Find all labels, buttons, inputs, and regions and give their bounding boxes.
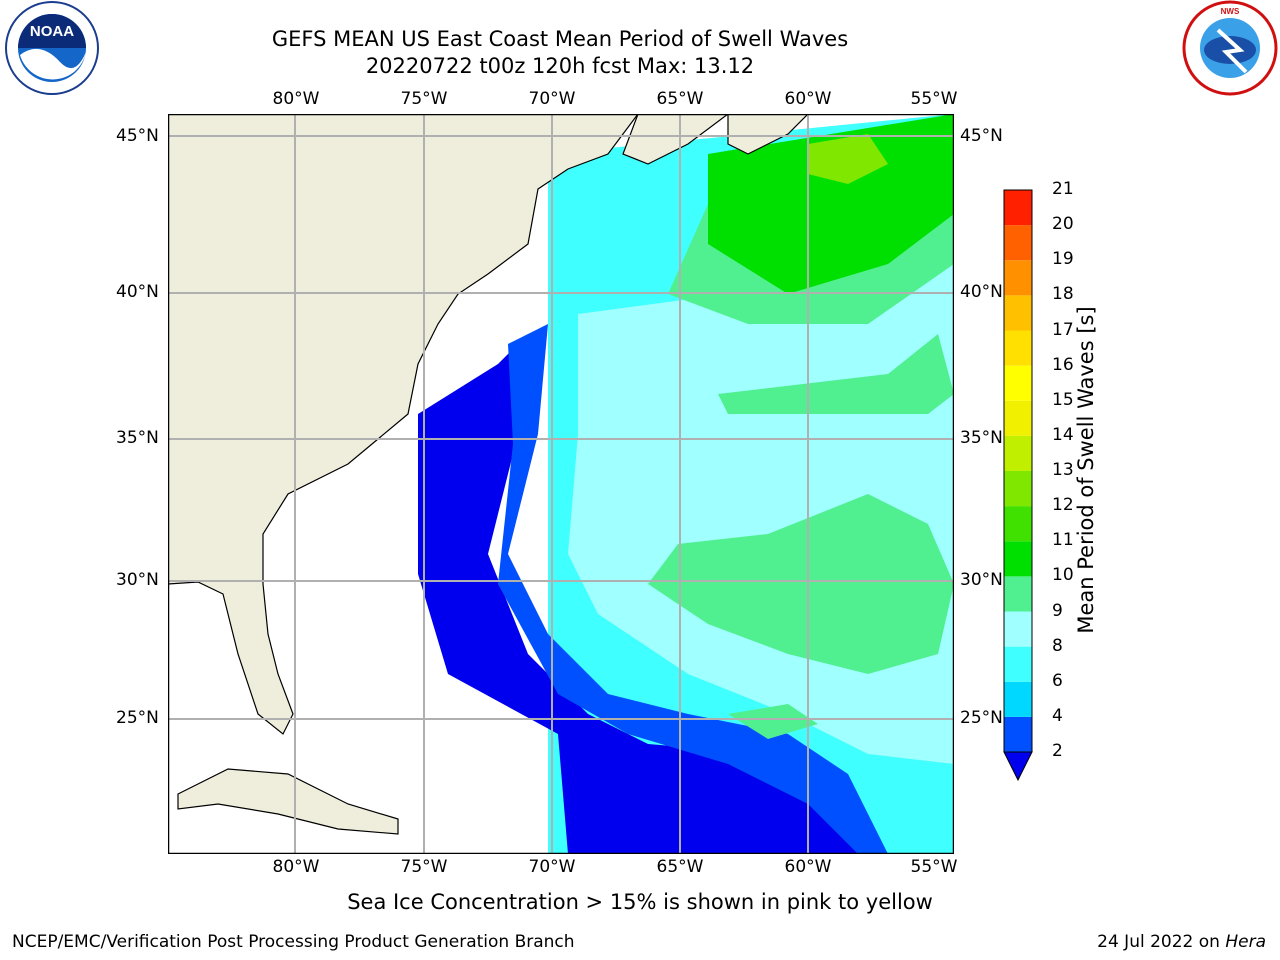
colorbar-segment: [1004, 225, 1032, 261]
lat-label-right: 40°N: [960, 282, 1003, 302]
lon-label-bottom: 70°W: [528, 857, 576, 877]
colorbar-segment: [1004, 611, 1032, 647]
sea-ice-note: Sea Ice Concentration > 15% is shown in …: [347, 890, 933, 914]
lon-label-top: 75°W: [400, 89, 448, 109]
colorbar-title: Mean Period of Swell Waves [s]: [1074, 306, 1098, 634]
lat-label-right: 30°N: [960, 570, 1003, 590]
colorbar-tick-label: 6: [1052, 670, 1063, 691]
colorbar-tick-label: 15: [1052, 389, 1074, 410]
colorbar-tick-label: 11: [1052, 530, 1074, 551]
lon-label-bottom: 80°W: [272, 857, 320, 877]
colorbar-segment: [1004, 435, 1032, 471]
lat-label-right: 25°N: [960, 708, 1003, 728]
lon-label-top: 65°W: [656, 89, 704, 109]
colorbar-segment: [1004, 471, 1032, 507]
lat-label-left: 35°N: [116, 428, 159, 448]
colorbar-segment: [1004, 716, 1032, 752]
svg-text:NWS: NWS: [1221, 7, 1240, 16]
lon-label-bottom: 55°W: [910, 857, 958, 877]
colorbar-tick-label: 9: [1052, 600, 1063, 621]
lat-label-left: 45°N: [116, 126, 159, 146]
colorbar-segment: [1004, 576, 1032, 612]
lon-label-top: 80°W: [272, 89, 320, 109]
colorbar-tick-label: 19: [1052, 249, 1074, 270]
lon-label-top: 70°W: [528, 89, 576, 109]
colorbar-tick-label: 18: [1052, 284, 1074, 305]
footer-host: Hera: [1225, 932, 1266, 952]
swell-period-map: [168, 114, 954, 854]
lat-label-left: 40°N: [116, 282, 159, 302]
colorbar-tick-label: 17: [1052, 319, 1074, 340]
land-mass: [168, 114, 809, 835]
colorbar-segment: [1004, 681, 1032, 717]
colorbar-frame: [1003, 189, 1033, 753]
footer-credit: NCEP/EMC/Verification Post Processing Pr…: [12, 932, 575, 952]
footer-date-text: 24 Jul 2022 on: [1097, 932, 1226, 952]
nws-logo-icon: NWS: [1182, 0, 1278, 96]
lat-label-left: 30°N: [116, 570, 159, 590]
colorbar-tick-label: 14: [1052, 424, 1074, 445]
lat-label-left: 25°N: [116, 708, 159, 728]
map-title: GEFS MEAN US East Coast Mean Period of S…: [271, 27, 849, 51]
lon-label-top: 55°W: [910, 89, 958, 109]
swell-field: [418, 114, 954, 854]
footer-date: 24 Jul 2022 on Hera: [1097, 932, 1266, 952]
colorbar-tick-label: 12: [1052, 495, 1074, 516]
lat-label-right: 35°N: [960, 428, 1003, 448]
lon-label-top: 60°W: [784, 89, 832, 109]
colorbar-tick-label: 20: [1052, 214, 1074, 235]
colorbar-tick-label: 8: [1052, 635, 1063, 656]
colorbar-segment: [1004, 365, 1032, 401]
map-subtitle: 20220722 t00z 120h fcst Max: 13.12: [365, 54, 755, 78]
colorbar-segment: [1004, 400, 1032, 436]
colorbar-segment: [1004, 330, 1032, 366]
colorbar-segment: [1004, 190, 1032, 226]
colorbar-extend-arrow: [1003, 751, 1033, 782]
colorbar-tick-label: 10: [1052, 565, 1074, 586]
lon-label-bottom: 60°W: [784, 857, 832, 877]
lat-label-right: 45°N: [960, 126, 1003, 146]
colorbar-segment: [1004, 646, 1032, 682]
colorbar-segment: [1004, 541, 1032, 577]
noaa-logo-text: NOAA: [30, 23, 74, 40]
lon-label-bottom: 75°W: [400, 857, 448, 877]
map-grid: [168, 114, 954, 854]
colorbar-segment: [1004, 506, 1032, 542]
colorbar-tick-label: 21: [1052, 179, 1074, 199]
colorbar-segment: [1004, 260, 1032, 296]
noaa-logo-icon: NOAA: [5, 1, 99, 95]
colorbar-tick-label: 4: [1052, 705, 1063, 726]
colorbar-tick-label: 2: [1052, 741, 1063, 761]
colorbar-segment: [1004, 295, 1032, 331]
colorbar-tick-label: 16: [1052, 354, 1074, 375]
colorbar-tick-label: 13: [1052, 460, 1074, 480]
lon-label-bottom: 65°W: [656, 857, 704, 877]
colorbar: [1003, 189, 1033, 782]
